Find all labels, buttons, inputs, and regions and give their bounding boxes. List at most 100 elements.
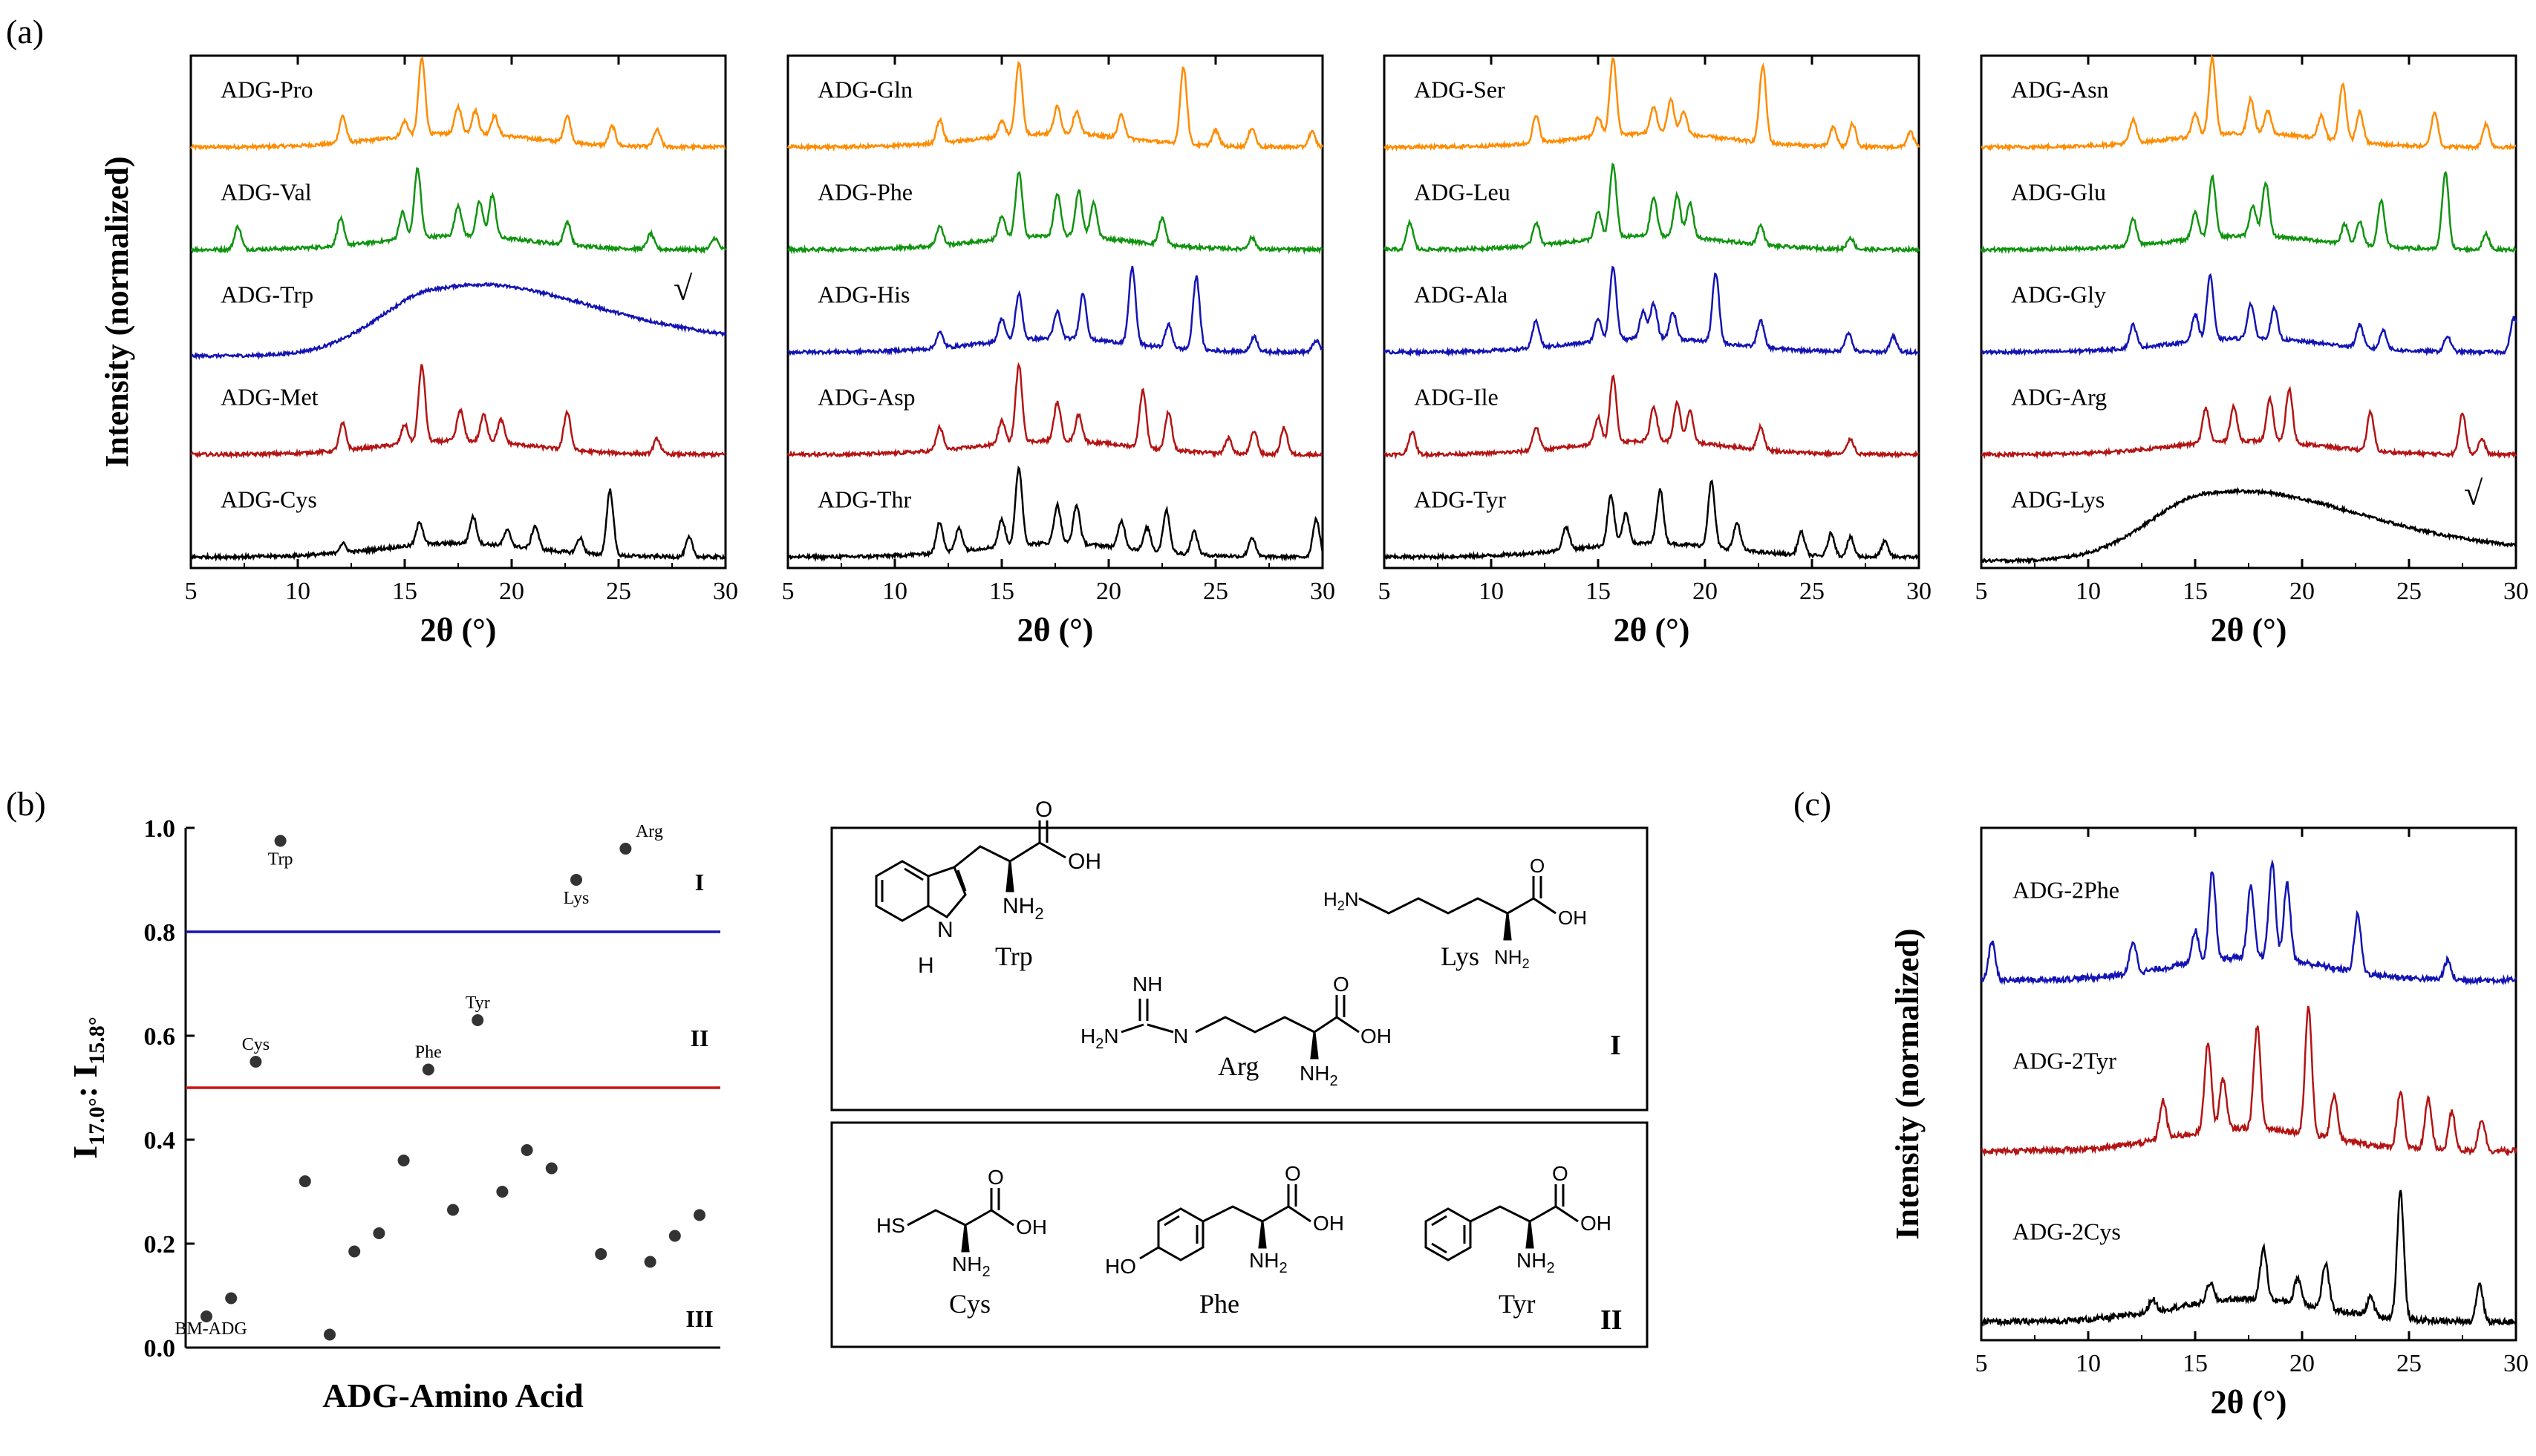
x-axis-label: ADG-Amino Acid (322, 1377, 584, 1414)
trp-oh-label: OH (1068, 849, 1101, 874)
series-line (1383, 373, 1920, 460)
xrd-plot-a-2: 5 10 15 20 25 30 2θ (°) ADG-Gln ADG-Phe ADG-His AD… (782, 54, 1335, 648)
data-point (250, 1056, 262, 1068)
arg-name: Arg (1218, 1051, 1259, 1081)
data-point (422, 1063, 434, 1076)
box-ii-region: II (1600, 1305, 1623, 1336)
panel-b: 0.00.20.40.60.81.0IIIIIIBM-ADGCysTrpPheT… (66, 815, 720, 1414)
series-label: ADG-2Cys (2012, 1218, 2121, 1244)
series-label: ADG-Leu (1414, 179, 1510, 206)
series-line (1981, 858, 2517, 986)
phe-structure (1139, 1184, 1311, 1261)
scatter-plot: 0.00.20.40.60.81.0IIIIIIBM-ADGCysTrpPheT… (66, 815, 720, 1414)
data-point (225, 1292, 238, 1305)
series-line (189, 488, 727, 562)
series-label: ADG-Cys (221, 486, 317, 513)
x-axis-label: 2θ (°) (1017, 612, 1094, 648)
cys-nh2-label: NH2 (952, 1253, 991, 1280)
arg-h2n-label: H2N (1080, 1025, 1119, 1052)
series-label: ADG-His (818, 281, 910, 308)
series-line (190, 281, 727, 361)
y-tick-label: 0.0 (144, 1335, 176, 1362)
arg-oh-label: OH (1360, 1025, 1392, 1048)
data-point (472, 1014, 484, 1026)
point-label: BM-ADG (175, 1319, 247, 1339)
series-label: ADG-Gln (818, 76, 913, 103)
series-label: ADG-Ala (1414, 281, 1507, 308)
lys-structure (1358, 876, 1557, 941)
x-tick-label: 10 (285, 578, 310, 605)
data-point (545, 1162, 558, 1175)
series-line (189, 56, 726, 152)
data-point (595, 1248, 607, 1260)
x-tick-label: 25 (1203, 578, 1228, 605)
x-axis-label: 2θ (°) (1614, 612, 1690, 648)
cys-oh-label: OH (1016, 1215, 1047, 1238)
panel-c-label: (c) (1793, 785, 1831, 823)
phe-name: Phe (1199, 1289, 1239, 1319)
x-tick-label: 15 (989, 578, 1014, 605)
data-point (201, 1310, 212, 1322)
x-tick-label: 25 (2396, 578, 2422, 605)
xrd-plot-c: 5 10 15 20 25 30 2θ (°) ADG-2Phe ADG-2Tyr ADG-2Cy… (1889, 826, 2529, 1420)
tyr-o-label: O (1552, 1162, 1568, 1185)
series-label: ADG-Phe (818, 179, 913, 206)
series-line (786, 466, 1324, 563)
series-line (787, 171, 1323, 255)
phe-o-label: O (1285, 1162, 1301, 1185)
data-point (274, 835, 287, 847)
x-tick-label: 30 (1310, 578, 1335, 605)
region-label: III (685, 1305, 713, 1332)
point-label: Arg (636, 822, 663, 841)
cys-structure (907, 1188, 1014, 1253)
point-label: Lys (564, 889, 590, 908)
series-label: ADG-Glu (2011, 179, 2106, 206)
series-line (1383, 479, 1920, 561)
series-line (786, 60, 1324, 152)
series-label: ADG-Ser (1414, 76, 1505, 103)
series-line (1980, 170, 2517, 255)
cys-hs-label: HS (876, 1214, 905, 1237)
structure-box-ii: HS O OH NH2 Cys HO O OH NH2 Phe (830, 1121, 1649, 1348)
series-label: ADG-Asp (818, 384, 916, 411)
x-tick-label: 25 (606, 578, 631, 605)
point-label: Phe (415, 1043, 442, 1062)
point-label: Trp (268, 850, 293, 869)
y-axis-label: Intensity (normalized) (99, 156, 135, 467)
panel-a: 5 10 15 20 25 30 2θ (°) ADG-Pro ADG-Val ADG-Trp √ A… (99, 53, 2529, 648)
series-line (1981, 272, 2517, 357)
trp-name: Trp (995, 941, 1033, 971)
x-tick-label: 5 (1975, 1350, 1988, 1377)
series-label: ADG-Ile (1414, 384, 1499, 411)
series-line (1981, 1005, 2517, 1157)
x-axis-label: 2θ (°) (420, 612, 497, 648)
point-label: Tyr (466, 993, 490, 1013)
y-label-part: : I (66, 1065, 104, 1098)
series-label: ADG-Val (221, 179, 312, 206)
y-axis-label: Intensity (normalized) (1889, 928, 1926, 1239)
series-line (786, 362, 1323, 459)
phe-ho-label: HO (1105, 1255, 1136, 1278)
data-point (324, 1328, 336, 1341)
structure-box-i: O OH NH2 N H Trp NH H2N N O OH NH2 Arg (830, 797, 1649, 1111)
lys-name: Lys (1441, 941, 1479, 971)
y-tick-label: 1.0 (144, 815, 176, 843)
series-line (1383, 57, 1920, 152)
tyr-nh2-label: NH2 (1516, 1249, 1555, 1276)
check-mark: √ (2464, 474, 2483, 512)
data-point (496, 1186, 509, 1198)
region-label: I (695, 869, 704, 895)
series-line (1981, 385, 2517, 460)
x-tick-label: 15 (1585, 578, 1611, 605)
series-label: ADG-2Phe (2012, 876, 2119, 903)
y-tick-label: 0.2 (144, 1231, 176, 1259)
x-tick-label: 30 (713, 578, 738, 605)
lys-h2n-label: H2N (1323, 888, 1359, 913)
series-label: ADG-Pro (221, 76, 313, 103)
check-mark: √ (674, 269, 693, 307)
x-tick-label: 20 (2289, 578, 2315, 605)
xrd-plot-a-4: 5 10 15 20 25 30 2θ (°) ADG-Asn ADG-Glu ADG-Gly AD… (1975, 53, 2529, 648)
x-tick-label: 15 (392, 578, 417, 605)
series-label: ADG-Lys (2011, 486, 2105, 513)
y-axis-label: I17.0°: I15.8° (66, 1016, 109, 1159)
